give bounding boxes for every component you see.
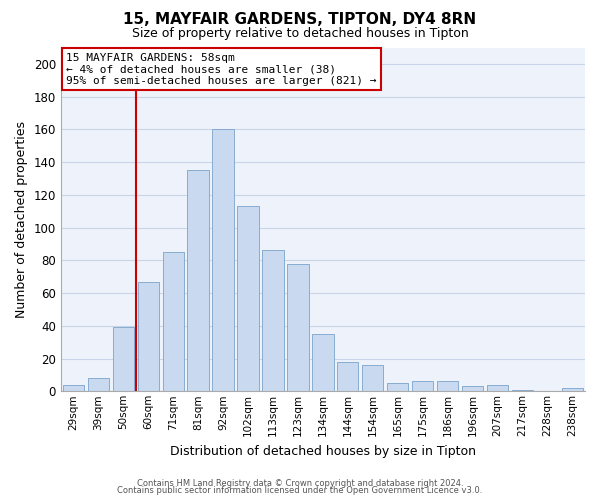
Bar: [487, 384, 508, 392]
Text: 15 MAYFAIR GARDENS: 58sqm
← 4% of detached houses are smaller (38)
95% of semi-d: 15 MAYFAIR GARDENS: 58sqm ← 4% of detach…: [66, 52, 377, 86]
Text: Contains public sector information licensed under the Open Government Licence v3: Contains public sector information licen…: [118, 486, 482, 495]
Bar: [137, 282, 159, 392]
Bar: [113, 328, 134, 392]
Bar: [62, 384, 84, 392]
Bar: [512, 390, 533, 392]
Text: Contains HM Land Registry data © Crown copyright and database right 2024.: Contains HM Land Registry data © Crown c…: [137, 478, 463, 488]
Text: 15, MAYFAIR GARDENS, TIPTON, DY4 8RN: 15, MAYFAIR GARDENS, TIPTON, DY4 8RN: [124, 12, 476, 28]
Text: Size of property relative to detached houses in Tipton: Size of property relative to detached ho…: [131, 28, 469, 40]
Bar: [462, 386, 483, 392]
Bar: [287, 264, 308, 392]
Bar: [163, 252, 184, 392]
Bar: [362, 365, 383, 392]
Y-axis label: Number of detached properties: Number of detached properties: [15, 121, 28, 318]
Bar: [562, 388, 583, 392]
Bar: [212, 130, 233, 392]
Bar: [262, 250, 284, 392]
Bar: [187, 170, 209, 392]
Bar: [337, 362, 358, 392]
X-axis label: Distribution of detached houses by size in Tipton: Distribution of detached houses by size …: [170, 444, 476, 458]
Bar: [238, 206, 259, 392]
Bar: [412, 382, 433, 392]
Bar: [88, 378, 109, 392]
Bar: [312, 334, 334, 392]
Bar: [387, 383, 409, 392]
Bar: [437, 382, 458, 392]
